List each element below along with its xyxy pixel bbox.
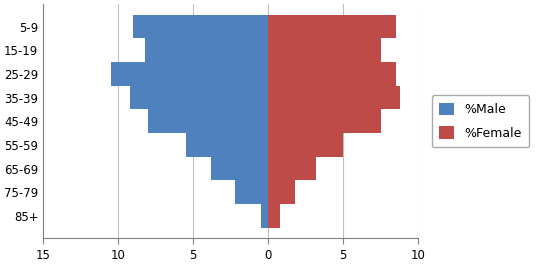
Bar — [268, 180, 295, 204]
Bar — [185, 133, 268, 157]
Bar — [268, 157, 316, 180]
Bar — [130, 86, 268, 110]
Bar — [235, 180, 268, 204]
Legend: %Male, %Female: %Male, %Female — [432, 95, 529, 147]
Bar — [145, 39, 268, 62]
Bar — [111, 62, 268, 86]
Bar — [268, 39, 381, 62]
Bar — [211, 157, 268, 180]
Bar — [268, 86, 400, 110]
Bar — [268, 204, 280, 228]
Bar — [268, 110, 381, 133]
Bar — [260, 204, 268, 228]
Bar — [268, 133, 343, 157]
Bar — [268, 15, 396, 39]
Bar — [268, 62, 396, 86]
Bar — [148, 110, 268, 133]
Bar — [133, 15, 268, 39]
